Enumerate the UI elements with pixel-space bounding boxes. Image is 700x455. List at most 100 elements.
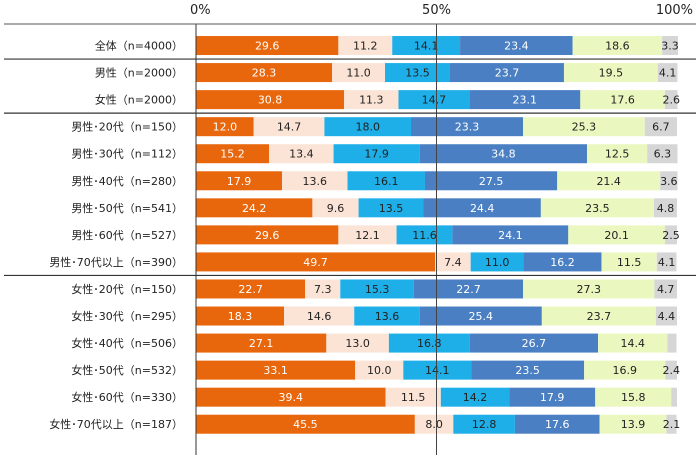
bar-segment: [568, 225, 665, 245]
data-label: 17.9: [364, 148, 389, 161]
bar-segment: [449, 63, 564, 83]
category-label: 女性･30代（n=295）: [71, 309, 183, 323]
data-label: 39.4: [279, 391, 304, 404]
bar-segment: [196, 387, 386, 407]
category-label: 男性･20代（n=150）: [71, 120, 183, 134]
data-label: 33.1: [263, 364, 288, 377]
bar-segment: [541, 306, 656, 326]
data-label: 17.9: [540, 391, 565, 404]
bar-segment: [453, 414, 515, 434]
bar-segment: [540, 198, 654, 218]
data-label: 16.9: [613, 364, 638, 377]
data-label: 15.8: [621, 391, 646, 404]
bar-segment: [654, 279, 677, 299]
data-label: 13.6: [303, 175, 328, 188]
data-label: 4.4: [658, 310, 676, 323]
data-label: 11.5: [401, 391, 426, 404]
data-label: 18.0: [355, 121, 380, 134]
data-label: 20.1: [604, 229, 629, 242]
x-tick-label: 0%: [190, 3, 211, 18]
data-label: 34.8: [491, 148, 516, 161]
data-label: 6.7: [652, 121, 670, 134]
data-label: 14.1: [414, 40, 439, 53]
data-label: 14.6: [307, 310, 332, 323]
data-label: 13.9: [621, 418, 646, 431]
data-label: 14.1: [425, 364, 450, 377]
category-label: 女性･50代（n=532）: [71, 363, 183, 377]
data-label: 12.0: [213, 121, 238, 134]
data-label: 49.7: [303, 256, 328, 269]
data-label: 17.6: [610, 94, 635, 107]
bar-segment: [196, 360, 356, 380]
bar-segment: [572, 36, 663, 56]
bar-segment: [282, 171, 348, 191]
data-label: 7.3: [314, 283, 332, 296]
data-label: 11.0: [485, 256, 510, 269]
data-label: 29.6: [255, 229, 280, 242]
bar-segment: [347, 171, 425, 191]
bar-segment: [338, 225, 397, 245]
bar-segment: [657, 63, 678, 83]
bar-segment: [269, 144, 334, 164]
data-label: 3.3: [661, 40, 679, 53]
data-label: 2.4: [662, 364, 680, 377]
data-label: 23.5: [585, 202, 610, 215]
bar-segment: [388, 333, 470, 353]
data-label: 11.0: [346, 67, 371, 80]
bar-segment: [419, 306, 542, 326]
category-label: 全体（n=4000）: [95, 39, 183, 53]
bar-segment: [196, 144, 270, 164]
bar-segment: [340, 279, 414, 299]
data-label: 27.3: [576, 283, 601, 296]
bar-segment: [660, 171, 678, 191]
bar-segment: [423, 198, 541, 218]
data-label: 18.6: [605, 40, 630, 53]
category-label: 男性･60代（n=527）: [71, 228, 183, 242]
data-label: 16.8: [417, 337, 442, 350]
bar-segment: [424, 171, 558, 191]
bar-segment: [440, 387, 510, 407]
data-label: 26.7: [522, 337, 547, 350]
data-label: 11.3: [359, 94, 384, 107]
bar-segment: [665, 360, 677, 380]
data-label: 23.4: [504, 40, 529, 53]
category-label: 男性･70代以上（n=390）: [49, 255, 183, 269]
data-label: 16.1: [374, 175, 399, 188]
data-label: 23.7: [587, 310, 612, 323]
data-label: 13.4: [289, 148, 314, 161]
chart-lines: [4, 23, 696, 455]
bar-segment: [667, 333, 677, 353]
data-label: 6.3: [654, 148, 672, 161]
bar-segment: [196, 36, 339, 56]
bar-segment: [666, 414, 677, 434]
bar-segment: [196, 252, 436, 272]
category-label: 男性･50代（n=541）: [71, 201, 183, 215]
data-label: 11.6: [412, 229, 437, 242]
bar-segment: [470, 252, 524, 272]
bar-segment: [332, 63, 386, 83]
bar-segment: [469, 333, 599, 353]
data-label: 12.8: [472, 418, 497, 431]
bar-segment: [196, 333, 327, 353]
data-label: 4.1: [659, 67, 677, 80]
data-label: 4.1: [658, 256, 676, 269]
bar-segment: [312, 198, 359, 218]
data-label: 28.3: [252, 67, 277, 80]
data-label: 21.4: [596, 175, 621, 188]
bar-segment: [413, 279, 524, 299]
data-label: 22.7: [456, 283, 481, 296]
bar-segment: [514, 414, 600, 434]
bar-segment: [414, 414, 454, 434]
data-label: 11.2: [353, 40, 378, 53]
bar-segment: [584, 360, 666, 380]
bar-segment: [664, 225, 677, 245]
bars: 29.6 11.2 14.1 23.4 18.6 3.3 28.3 11.0 13.5 23.7 1…: [196, 36, 680, 434]
data-label: 30.8: [258, 94, 283, 107]
bar-segment: [656, 252, 677, 272]
bar-segment: [452, 225, 569, 245]
data-label: 9.6: [327, 202, 345, 215]
data-label: 14.4: [620, 337, 645, 350]
bar-segment: [435, 252, 471, 272]
category-label: 女性･40代（n=506）: [71, 336, 183, 350]
bar-segment: [196, 90, 345, 110]
